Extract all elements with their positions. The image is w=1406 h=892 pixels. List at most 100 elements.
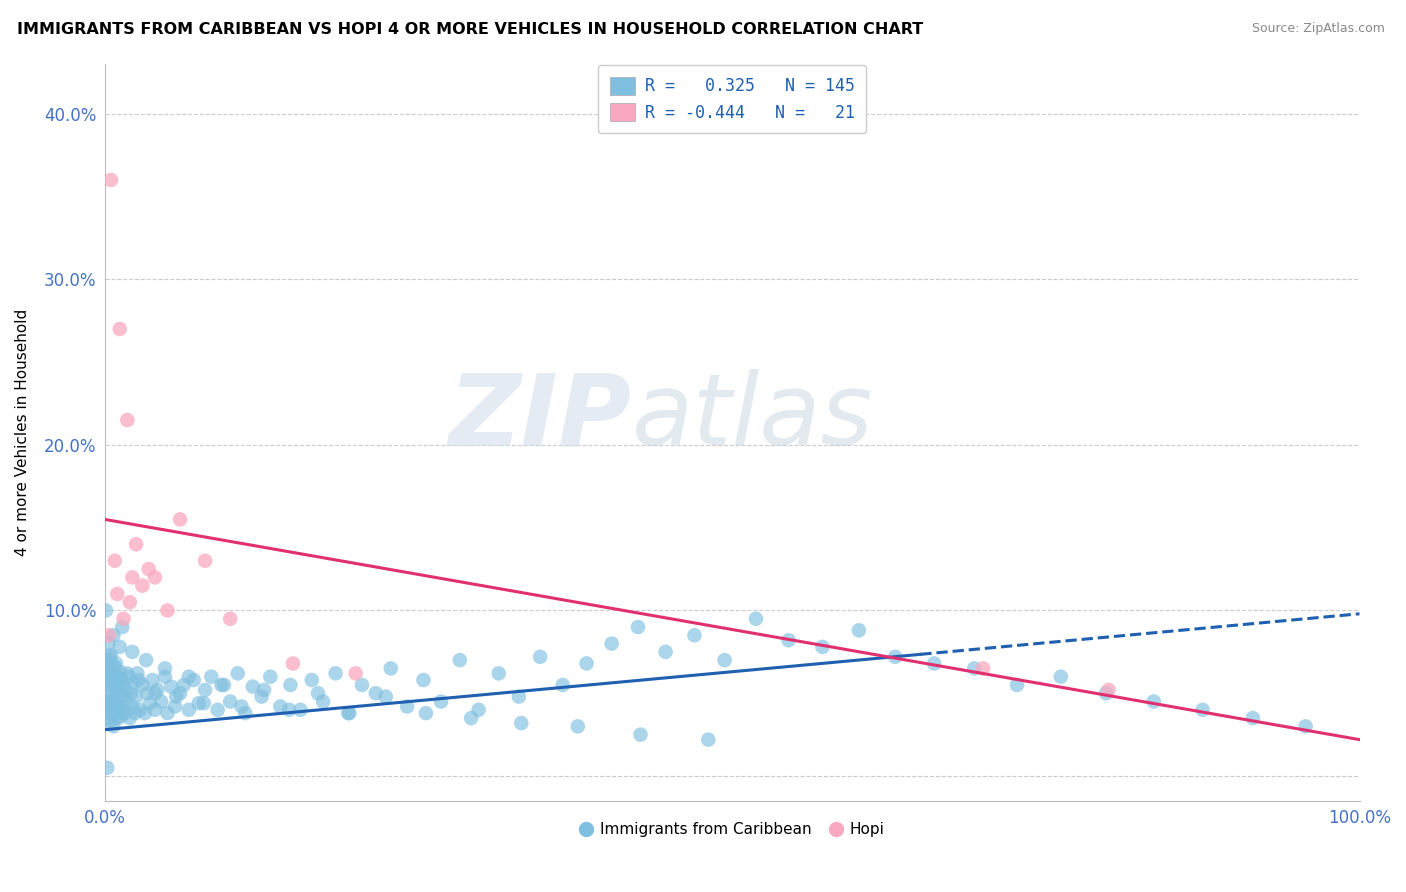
- Point: [156, 603, 179, 617]
- Point: [250, 690, 273, 704]
- Point: [110, 709, 132, 723]
- Point: [143, 703, 166, 717]
- Point: [105, 706, 128, 720]
- Point: [100, 703, 122, 717]
- Point: [121, 699, 143, 714]
- Point: [551, 678, 574, 692]
- Point: [104, 676, 127, 690]
- Point: [136, 686, 159, 700]
- Point: [412, 673, 434, 687]
- Point: [105, 670, 128, 684]
- Point: [683, 628, 706, 642]
- Point: [100, 657, 122, 671]
- Point: [94, 690, 117, 704]
- Point: [627, 620, 650, 634]
- Point: [128, 673, 150, 687]
- Point: [1241, 711, 1264, 725]
- Point: [134, 706, 156, 720]
- Point: [396, 699, 419, 714]
- Text: IMMIGRANTS FROM CARIBBEAN VS HOPI 4 OR MORE VEHICLES IN HOUSEHOLD CORRELATION CH: IMMIGRANTS FROM CARIBBEAN VS HOPI 4 OR M…: [17, 22, 924, 37]
- Point: [96, 653, 118, 667]
- Point: [108, 322, 131, 336]
- Point: [107, 703, 129, 717]
- Point: [600, 637, 623, 651]
- Point: [567, 719, 589, 733]
- Point: [97, 673, 120, 687]
- Point: [103, 628, 125, 642]
- Point: [380, 661, 402, 675]
- Point: [128, 703, 150, 717]
- Point: [1191, 703, 1213, 717]
- Point: [114, 706, 136, 720]
- Point: [449, 653, 471, 667]
- Point: [110, 673, 132, 687]
- Point: [207, 703, 229, 717]
- Point: [112, 612, 135, 626]
- Point: [219, 694, 242, 708]
- Point: [112, 678, 135, 692]
- Point: [187, 696, 209, 710]
- Point: [219, 612, 242, 626]
- Point: [344, 666, 367, 681]
- Point: [96, 761, 118, 775]
- Point: [97, 637, 120, 651]
- Point: [94, 678, 117, 692]
- Point: [100, 648, 122, 662]
- Point: [233, 706, 256, 720]
- Point: [301, 673, 323, 687]
- Point: [143, 686, 166, 700]
- Point: [529, 649, 551, 664]
- Point: [697, 732, 720, 747]
- Point: [100, 173, 122, 187]
- Point: [122, 676, 145, 690]
- Point: [1295, 719, 1317, 733]
- Point: [745, 612, 768, 626]
- Point: [160, 680, 183, 694]
- Point: [415, 706, 437, 720]
- Point: [135, 653, 157, 667]
- Y-axis label: 4 or more Vehicles in Household: 4 or more Vehicles in Household: [15, 309, 30, 556]
- Point: [117, 413, 139, 427]
- Point: [101, 678, 124, 692]
- Point: [1005, 678, 1028, 692]
- Point: [108, 665, 131, 679]
- Point: [242, 680, 264, 694]
- Point: [127, 666, 149, 681]
- Point: [183, 673, 205, 687]
- Point: [118, 595, 141, 609]
- Point: [312, 694, 335, 708]
- Point: [120, 686, 142, 700]
- Point: [200, 670, 222, 684]
- Point: [131, 678, 153, 692]
- Point: [150, 694, 173, 708]
- Point: [118, 711, 141, 725]
- Point: [163, 699, 186, 714]
- Point: [105, 657, 128, 671]
- Text: ZIP: ZIP: [449, 369, 631, 467]
- Point: [143, 570, 166, 584]
- Point: [121, 645, 143, 659]
- Point: [194, 554, 217, 568]
- Point: [100, 670, 122, 684]
- Point: [103, 719, 125, 733]
- Point: [117, 666, 139, 681]
- Point: [364, 686, 387, 700]
- Point: [430, 694, 453, 708]
- Point: [111, 699, 134, 714]
- Point: [153, 661, 176, 675]
- Point: [173, 678, 195, 692]
- Point: [280, 678, 302, 692]
- Point: [307, 686, 329, 700]
- Point: [1095, 686, 1118, 700]
- Point: [231, 699, 253, 714]
- Point: [105, 694, 128, 708]
- Point: [96, 706, 118, 720]
- Point: [105, 711, 128, 725]
- Point: [467, 703, 489, 717]
- Point: [575, 657, 598, 671]
- Point: [194, 682, 217, 697]
- Point: [488, 666, 510, 681]
- Point: [963, 661, 986, 675]
- Point: [105, 682, 128, 697]
- Point: [103, 691, 125, 706]
